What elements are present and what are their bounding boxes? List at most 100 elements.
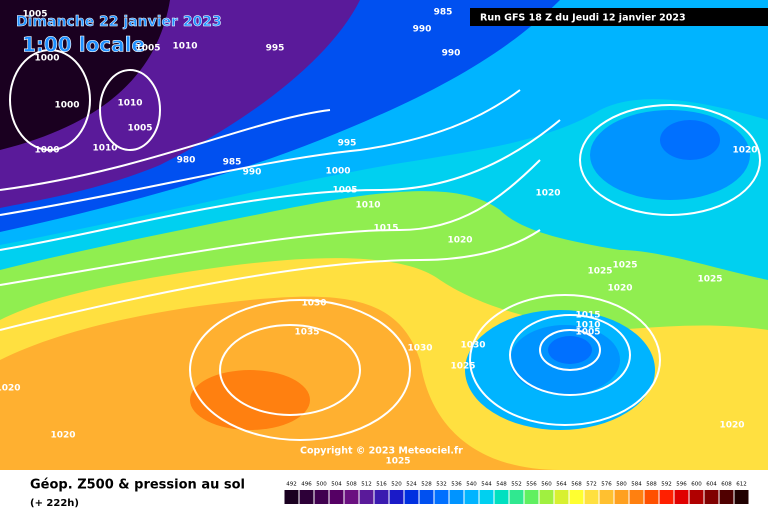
- scale-swatch: [719, 490, 734, 504]
- isobar-label: 1010: [172, 42, 197, 52]
- scale-swatch: [329, 490, 344, 504]
- isobar-label: 1025: [450, 362, 475, 372]
- isobar-label: 985: [434, 8, 453, 18]
- scale-swatch: [464, 490, 479, 504]
- copyright: Copyright © 2023 Meteociel.fr: [300, 446, 463, 457]
- scale-swatch: [359, 490, 374, 504]
- scale-swatch: [644, 490, 659, 504]
- isobar-label: 1005: [22, 10, 47, 20]
- isobar-label: 1030: [407, 344, 432, 354]
- isobar-label: 985: [223, 158, 242, 168]
- isobar-label: 1020: [732, 146, 757, 156]
- isobar-label: 1010: [117, 99, 142, 109]
- scale-label: 504: [331, 482, 342, 488]
- scale-swatch: [419, 490, 434, 504]
- isobar-label: 990: [413, 25, 432, 35]
- isobar-label: 1000: [34, 54, 59, 64]
- scale-label: 564: [556, 482, 567, 488]
- scale-swatch: [659, 490, 674, 504]
- isobar-label: 1005: [127, 124, 152, 134]
- isobar-label: 1020: [50, 431, 75, 441]
- scale-swatch: [284, 490, 299, 504]
- isobar-label: 1005: [575, 328, 600, 338]
- scale-swatch: [629, 490, 644, 504]
- isobar-label: 1005: [135, 44, 160, 54]
- scale-swatch: [344, 490, 359, 504]
- isobar-label: 1000: [325, 167, 350, 177]
- scale-label: 612: [736, 482, 747, 488]
- isobar-label: 1025: [697, 275, 722, 285]
- scale-swatch: [494, 490, 509, 504]
- scale-label: 556: [526, 482, 537, 488]
- isobar-label: 1020: [0, 384, 21, 394]
- scale-label: 604: [706, 482, 717, 488]
- isobar-label: 1025: [612, 261, 637, 271]
- scale-swatch: [704, 490, 719, 504]
- scale-swatch: [449, 490, 464, 504]
- isobar-label: 990: [442, 49, 461, 59]
- scale-swatch: [404, 490, 419, 504]
- scale-swatch: [314, 490, 329, 504]
- scale-swatch: [509, 490, 524, 504]
- isobar-label: 1010: [355, 201, 380, 211]
- isobar-label: 1020: [535, 189, 560, 199]
- legend-title: Géop. Z500 & pression au sol: [30, 478, 245, 493]
- scale-swatch: [479, 490, 494, 504]
- scale-swatch: [674, 490, 689, 504]
- scale-swatch: [599, 490, 614, 504]
- scale-label: 592: [661, 482, 672, 488]
- isobar-label: 1005: [332, 186, 357, 196]
- scale-swatch: [584, 490, 599, 504]
- color-scale: 492 496 500 504 508 512 516 520 524 528 532 536 540 5…: [284, 482, 749, 504]
- scale-label: 584: [631, 482, 642, 488]
- isobar-label: 1015: [575, 311, 600, 321]
- isobar-label: 1030: [301, 299, 326, 309]
- scale-swatch: [734, 490, 749, 504]
- scale-label: 600: [691, 482, 702, 488]
- scale-label: 552: [511, 482, 522, 488]
- isobar-label: 1020: [607, 284, 632, 294]
- isobar-label: 1010: [575, 321, 600, 331]
- scale-swatch: [434, 490, 449, 504]
- scale-swatch: [374, 490, 389, 504]
- scale-label: 548: [496, 482, 507, 488]
- scale-label: 512: [361, 482, 372, 488]
- isobar-label: 1035: [294, 328, 319, 338]
- scale-label: 536: [451, 482, 462, 488]
- map-field: [0, 0, 768, 470]
- isobar-label: 1000: [34, 146, 59, 156]
- isobar-label: 995: [266, 44, 285, 54]
- scale-label: 576: [601, 482, 612, 488]
- scale-label: 492: [286, 482, 297, 488]
- isobar-label: 1000: [54, 101, 79, 111]
- scale-label: 520: [391, 482, 402, 488]
- scale-label: 568: [571, 482, 582, 488]
- scale-label: 596: [676, 482, 687, 488]
- scale-label: 572: [586, 482, 597, 488]
- scale-label: 540: [466, 482, 477, 488]
- scale-label: 508: [346, 482, 357, 488]
- scale-label: 500: [316, 482, 327, 488]
- scale-swatch: [614, 490, 629, 504]
- scale-swatch: [539, 490, 554, 504]
- lead-time: (+ 222h): [30, 498, 79, 509]
- scale-label: 580: [616, 482, 627, 488]
- scale-label: 516: [376, 482, 387, 488]
- scale-label: 544: [481, 482, 492, 488]
- isobar-label: 1030: [460, 341, 485, 351]
- scale-swatch: [689, 490, 704, 504]
- isobar-label: 1020: [447, 236, 472, 246]
- scale-label: 532: [436, 482, 447, 488]
- scale-swatch: [389, 490, 404, 504]
- scale-swatch: [554, 490, 569, 504]
- scale-label: 608: [721, 482, 732, 488]
- scale-swatch: [299, 490, 314, 504]
- map-date: Dimanche 22 janvier 2023: [16, 14, 222, 30]
- scale-label: 496: [301, 482, 312, 488]
- map-time: 1:00 locale: [22, 33, 145, 57]
- scale-label: 524: [406, 482, 417, 488]
- isobar-label: 1015: [373, 224, 398, 234]
- isobar-label: 1025: [385, 457, 410, 467]
- scale-label: 528: [421, 482, 432, 488]
